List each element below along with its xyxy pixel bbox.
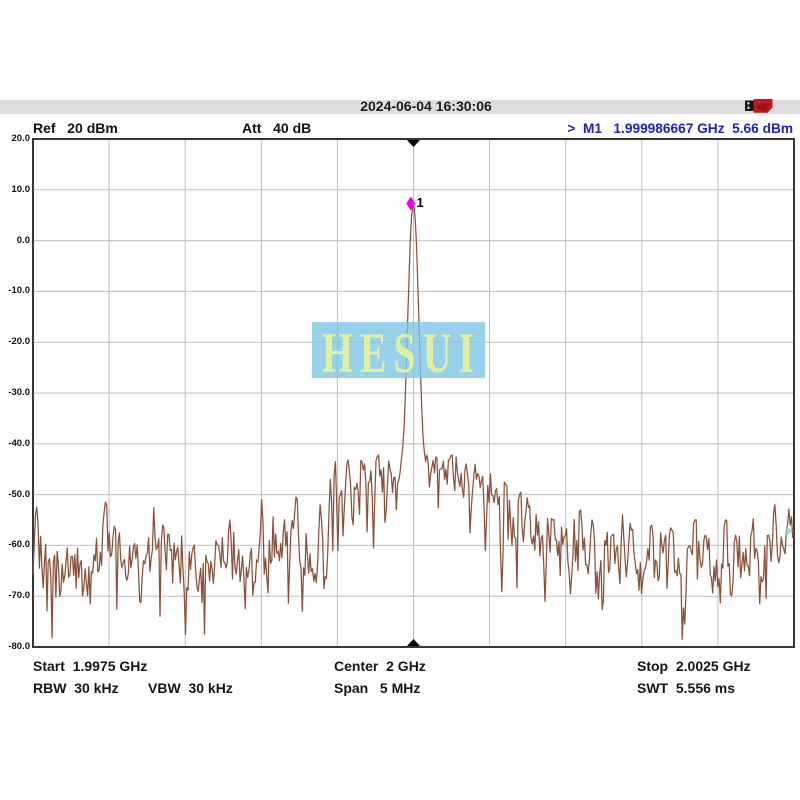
svg-text:HESUI: HESUI (322, 322, 481, 378)
svg-text:1: 1 (417, 195, 424, 210)
